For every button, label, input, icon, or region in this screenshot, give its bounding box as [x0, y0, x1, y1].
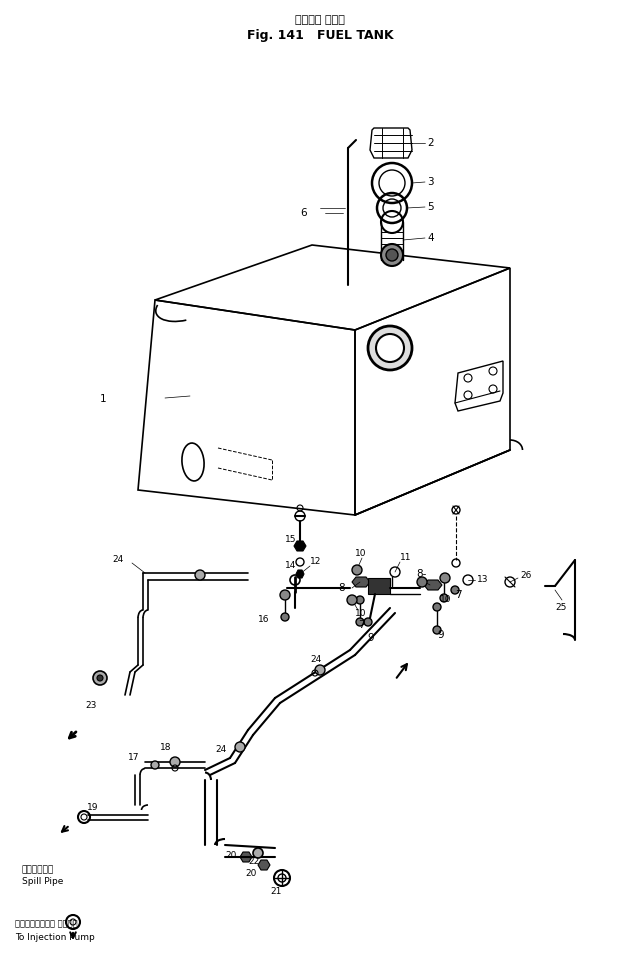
- Text: 23: 23: [85, 700, 97, 710]
- Text: 3: 3: [427, 177, 434, 187]
- Text: Spill Pipe: Spill Pipe: [22, 878, 63, 886]
- Text: 10: 10: [355, 550, 367, 559]
- Polygon shape: [424, 580, 442, 590]
- Text: 8-: 8-: [416, 569, 426, 579]
- Circle shape: [417, 577, 427, 587]
- Circle shape: [347, 595, 357, 605]
- Text: 14: 14: [285, 561, 296, 569]
- Text: 18: 18: [160, 744, 172, 753]
- Text: 7: 7: [358, 620, 365, 630]
- Text: フュエル タンク: フュエル タンク: [295, 15, 345, 25]
- Circle shape: [368, 326, 412, 370]
- Text: 24: 24: [112, 556, 124, 565]
- Text: 26: 26: [520, 571, 531, 580]
- Circle shape: [451, 586, 459, 594]
- Polygon shape: [240, 852, 252, 862]
- Text: 8: 8: [338, 583, 344, 593]
- Text: 5: 5: [427, 202, 434, 212]
- Circle shape: [364, 618, 372, 626]
- Text: 7: 7: [455, 590, 461, 600]
- Text: 11: 11: [400, 554, 412, 563]
- Text: 21: 21: [270, 887, 282, 896]
- Text: 9: 9: [367, 633, 374, 643]
- Text: 2: 2: [427, 138, 434, 148]
- Circle shape: [93, 671, 107, 685]
- Text: To Injection Pump: To Injection Pump: [15, 932, 95, 942]
- Text: 25: 25: [555, 604, 566, 612]
- Circle shape: [352, 565, 362, 575]
- Circle shape: [440, 573, 450, 583]
- Text: 4: 4: [427, 233, 434, 243]
- Circle shape: [376, 334, 404, 362]
- Circle shape: [281, 613, 289, 621]
- Circle shape: [356, 596, 364, 604]
- Circle shape: [151, 761, 159, 769]
- Circle shape: [235, 742, 245, 752]
- Circle shape: [440, 594, 448, 602]
- Text: 12: 12: [310, 558, 321, 566]
- Text: 6: 6: [300, 208, 307, 218]
- Polygon shape: [352, 577, 370, 587]
- Circle shape: [280, 590, 290, 600]
- Text: 22: 22: [248, 857, 259, 867]
- Circle shape: [433, 626, 441, 634]
- Bar: [368, 578, 390, 594]
- Circle shape: [97, 675, 103, 681]
- Circle shape: [381, 244, 403, 266]
- Text: 15: 15: [285, 535, 296, 544]
- Text: 10: 10: [440, 596, 451, 604]
- Circle shape: [253, 848, 263, 858]
- Text: 1: 1: [100, 394, 107, 404]
- Text: 16: 16: [258, 615, 269, 625]
- Text: 20: 20: [225, 850, 236, 860]
- Circle shape: [433, 603, 441, 611]
- Circle shape: [195, 570, 205, 580]
- Polygon shape: [294, 541, 306, 551]
- Text: インジェクション ポンプへ: インジェクション ポンプへ: [15, 919, 77, 928]
- Text: 9: 9: [437, 630, 444, 640]
- Circle shape: [315, 665, 325, 675]
- Text: 10: 10: [355, 609, 367, 618]
- Text: 13: 13: [477, 575, 488, 584]
- Text: 20: 20: [245, 869, 257, 878]
- Polygon shape: [258, 860, 270, 870]
- Text: 24: 24: [215, 746, 227, 755]
- Circle shape: [356, 618, 364, 626]
- Polygon shape: [296, 570, 304, 578]
- Circle shape: [386, 249, 398, 261]
- Text: 24: 24: [310, 655, 321, 665]
- Text: 19: 19: [87, 803, 99, 812]
- Text: 17: 17: [128, 753, 140, 761]
- Circle shape: [170, 757, 180, 767]
- Text: スピルパイプ: スピルパイプ: [22, 866, 54, 875]
- Text: Fig. 141   FUEL TANK: Fig. 141 FUEL TANK: [246, 29, 394, 43]
